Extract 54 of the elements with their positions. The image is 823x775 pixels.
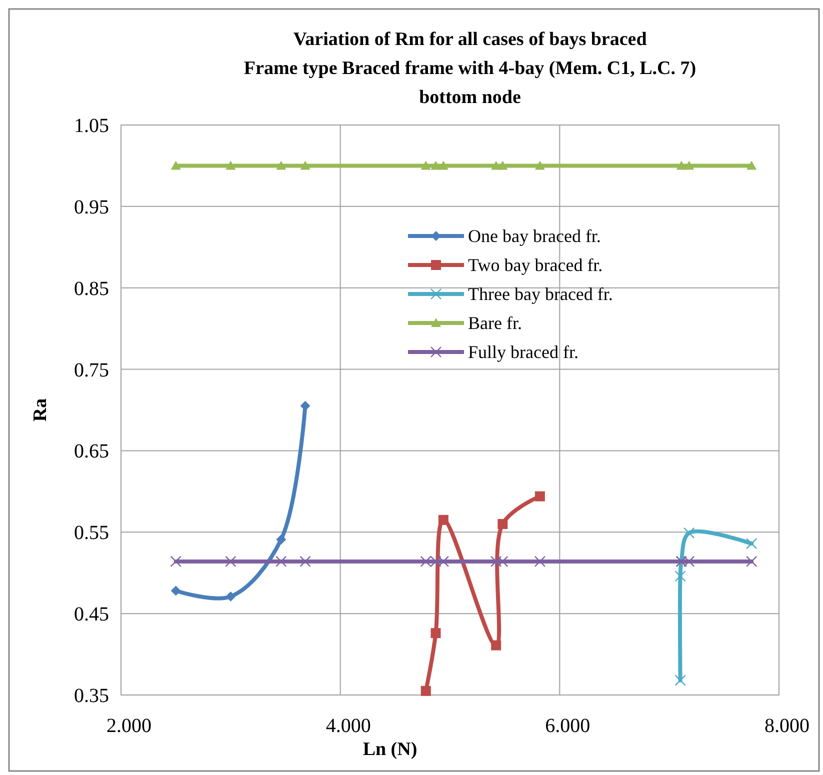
point — [497, 556, 508, 568]
point — [534, 160, 545, 170]
point — [276, 556, 287, 568]
point — [490, 556, 502, 568]
legend-label: Two bay braced fr. — [468, 255, 603, 275]
point — [438, 160, 448, 170]
x-axis-title: Ln (N) — [362, 739, 418, 760]
y-tick-label: 0.65 — [74, 440, 109, 463]
point — [226, 160, 236, 170]
point — [430, 628, 441, 638]
point — [674, 570, 686, 582]
point — [420, 686, 431, 696]
point — [276, 160, 286, 170]
point — [300, 160, 310, 170]
point — [170, 586, 181, 596]
point — [300, 556, 311, 568]
legend-label: Bare fr. — [468, 313, 522, 333]
point — [498, 519, 508, 529]
legend-label: Fully braced fr. — [468, 342, 578, 362]
point — [498, 160, 508, 170]
point — [676, 160, 686, 170]
x-tick-label: 2.000 — [106, 715, 152, 737]
x-tick-label: 8.000 — [764, 715, 810, 737]
legend-label: Three bay braced fr. — [468, 284, 613, 304]
x-tick-label: 4.000 — [326, 715, 371, 737]
point — [684, 160, 694, 170]
y-axis-title: Ra — [30, 398, 51, 422]
point — [683, 527, 695, 539]
y-tick-label: 0.75 — [74, 359, 109, 382]
point — [170, 160, 181, 170]
point — [534, 556, 546, 568]
y-tick-label: 0.95 — [74, 196, 109, 218]
point — [226, 591, 236, 602]
point — [491, 640, 502, 650]
point — [746, 556, 758, 568]
point — [300, 400, 310, 411]
legend-label: One bay braced fr. — [468, 226, 601, 246]
point — [746, 160, 757, 170]
point — [430, 160, 441, 170]
point — [420, 160, 431, 170]
chart-title: Variation of Rm for all cases of bays braced Frame type Braced frame with 4-bay (Mem. C1, L.C. 7) bottom node — [244, 29, 696, 108]
y-tick-label: 1.05 — [74, 115, 109, 137]
point — [276, 534, 286, 544]
y-tick-label: 0.35 — [74, 685, 109, 707]
y-tick-label: 0.45 — [74, 604, 109, 626]
point — [438, 514, 448, 525]
point — [225, 556, 236, 568]
x-tick-label: 6.000 — [545, 715, 590, 737]
point — [534, 491, 545, 502]
y-tick-label: 0.55 — [74, 522, 109, 544]
point — [746, 538, 758, 550]
y-tick-label: 0.85 — [74, 278, 109, 300]
point — [170, 556, 182, 568]
point — [674, 674, 686, 686]
